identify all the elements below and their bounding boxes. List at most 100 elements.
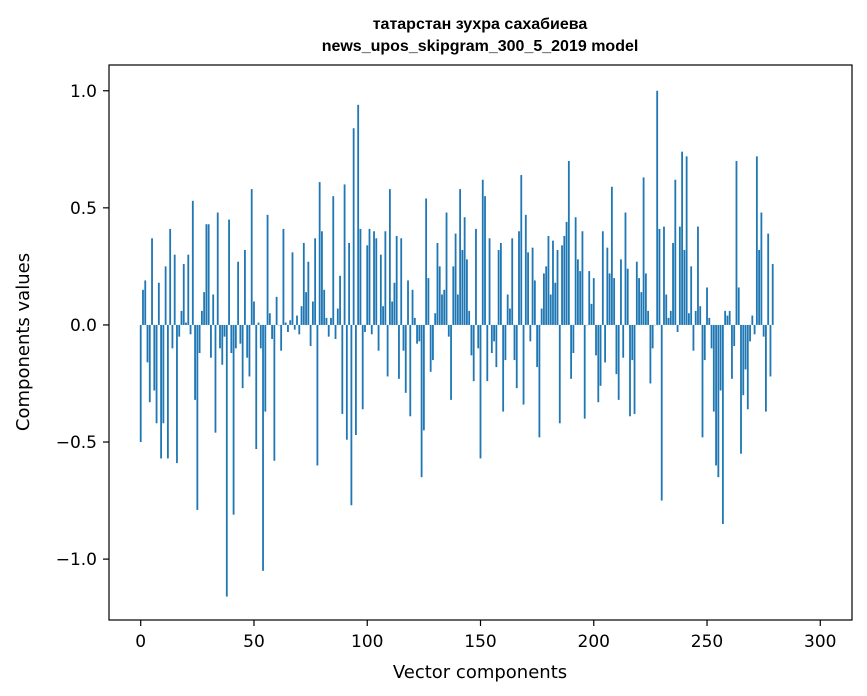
bar — [370, 324, 373, 335]
bar — [343, 184, 346, 325]
bar — [554, 282, 557, 325]
bar — [694, 310, 697, 325]
bar — [402, 324, 405, 351]
bar — [547, 235, 550, 325]
bar — [518, 231, 520, 325]
bar — [678, 226, 681, 325]
bar — [681, 151, 684, 325]
bar — [185, 322, 187, 325]
bar — [701, 324, 704, 438]
bar — [178, 324, 181, 337]
bar — [404, 324, 407, 393]
bar — [597, 324, 600, 403]
bar — [157, 282, 160, 325]
bar — [595, 324, 597, 356]
bar — [477, 324, 480, 349]
bar — [302, 242, 305, 325]
bar — [660, 324, 663, 501]
x-tick-label: 50 — [243, 632, 265, 652]
bar — [527, 252, 529, 325]
bar — [506, 294, 509, 325]
bar — [225, 324, 228, 597]
bar — [241, 324, 244, 389]
bar — [486, 324, 489, 382]
bar — [398, 324, 400, 379]
bar — [223, 324, 226, 337]
bar — [357, 104, 360, 325]
bar — [364, 324, 366, 332]
bar — [173, 254, 176, 325]
bar — [450, 324, 452, 400]
x-tick-label: 250 — [691, 632, 723, 652]
bar — [425, 198, 428, 325]
bar — [762, 324, 765, 337]
bar — [341, 324, 344, 414]
bar — [323, 289, 326, 325]
bar — [663, 226, 665, 325]
bar — [710, 324, 713, 349]
bar — [203, 292, 206, 325]
bar — [538, 324, 541, 438]
bar — [749, 324, 751, 342]
bar — [495, 324, 498, 368]
bar — [767, 233, 770, 325]
bar — [230, 324, 233, 354]
bar — [640, 292, 643, 325]
bar — [219, 324, 221, 349]
bar — [146, 324, 149, 363]
bar — [567, 161, 570, 325]
bar — [706, 287, 708, 325]
bar — [268, 313, 271, 325]
bar — [715, 324, 717, 466]
bar — [549, 294, 552, 325]
bar — [355, 324, 357, 435]
bar — [721, 324, 724, 524]
bar — [282, 228, 285, 325]
bar — [470, 324, 473, 356]
bar — [330, 317, 332, 325]
bar — [726, 315, 729, 325]
bar — [488, 238, 491, 325]
bar — [142, 289, 144, 325]
bar — [287, 324, 289, 332]
bar — [504, 324, 507, 361]
bar — [148, 324, 151, 403]
bar — [742, 324, 745, 396]
bar — [452, 266, 455, 325]
bar — [522, 324, 525, 405]
bar — [334, 324, 337, 339]
bar — [685, 156, 688, 325]
bar — [520, 175, 523, 325]
bar — [232, 324, 235, 515]
bar — [499, 242, 502, 325]
bar — [769, 324, 772, 377]
bar — [321, 231, 323, 325]
bar — [379, 254, 382, 325]
bar — [669, 310, 672, 325]
bar — [502, 324, 505, 412]
bar — [441, 294, 443, 325]
bar — [731, 324, 733, 379]
bar — [182, 264, 185, 325]
bar — [620, 259, 622, 325]
bar — [375, 238, 378, 325]
bar — [658, 228, 661, 325]
bar — [515, 324, 518, 389]
bar — [617, 324, 620, 400]
bar — [758, 250, 761, 325]
bar — [524, 214, 527, 325]
bar — [298, 324, 301, 335]
bar — [624, 212, 627, 325]
bar — [588, 271, 591, 325]
bar — [529, 324, 532, 342]
bar — [388, 189, 391, 325]
y-tick-label: 0.5 — [70, 199, 97, 219]
bar — [348, 242, 351, 325]
bar — [490, 324, 493, 354]
bar — [540, 308, 543, 325]
bar — [318, 182, 321, 325]
bar — [262, 324, 264, 571]
bar — [633, 324, 636, 414]
bar — [647, 310, 650, 325]
bar — [608, 273, 611, 325]
